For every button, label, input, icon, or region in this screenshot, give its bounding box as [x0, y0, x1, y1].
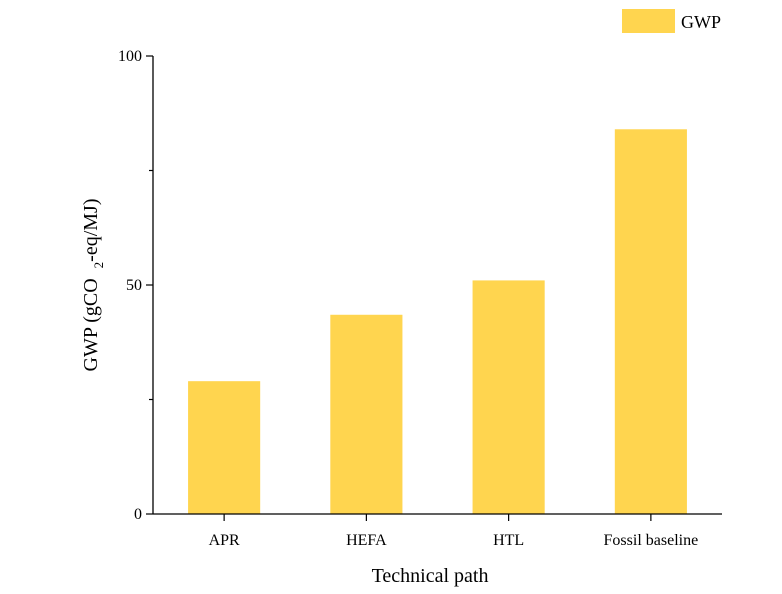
- legend: GWP: [622, 9, 721, 33]
- y-axis-label-subscript: 2: [91, 262, 106, 269]
- x-tick-label: HTL: [493, 532, 524, 549]
- y-axis-label-tail: -eq/MJ): [80, 199, 102, 262]
- x-tick-label: APR: [209, 532, 240, 549]
- bar-htl: [472, 280, 545, 514]
- x-tick-label: Fossil baseline: [604, 532, 699, 549]
- y-tick-label: 0: [134, 506, 142, 523]
- bar-fossil-baseline: [614, 129, 687, 514]
- legend-label-gwp: GWP: [681, 12, 721, 32]
- bars: [188, 129, 687, 514]
- legend-swatch-gwp: [622, 9, 675, 33]
- y-axis-label: GWP (gCO 2-eq/MJ): [80, 199, 106, 372]
- y-ticks: 0 50 100: [118, 48, 153, 523]
- x-ticks: APR HEFA HTL Fossil baseline: [209, 514, 699, 549]
- bar-apr: [188, 381, 261, 514]
- x-axis-label: Technical path: [372, 565, 489, 587]
- y-tick-label: 50: [126, 277, 142, 294]
- x-tick-label: HEFA: [346, 532, 387, 549]
- y-tick-label: 100: [118, 48, 142, 65]
- bar-hefa: [330, 314, 403, 514]
- y-axis-label-main: GWP (gCO: [80, 278, 102, 371]
